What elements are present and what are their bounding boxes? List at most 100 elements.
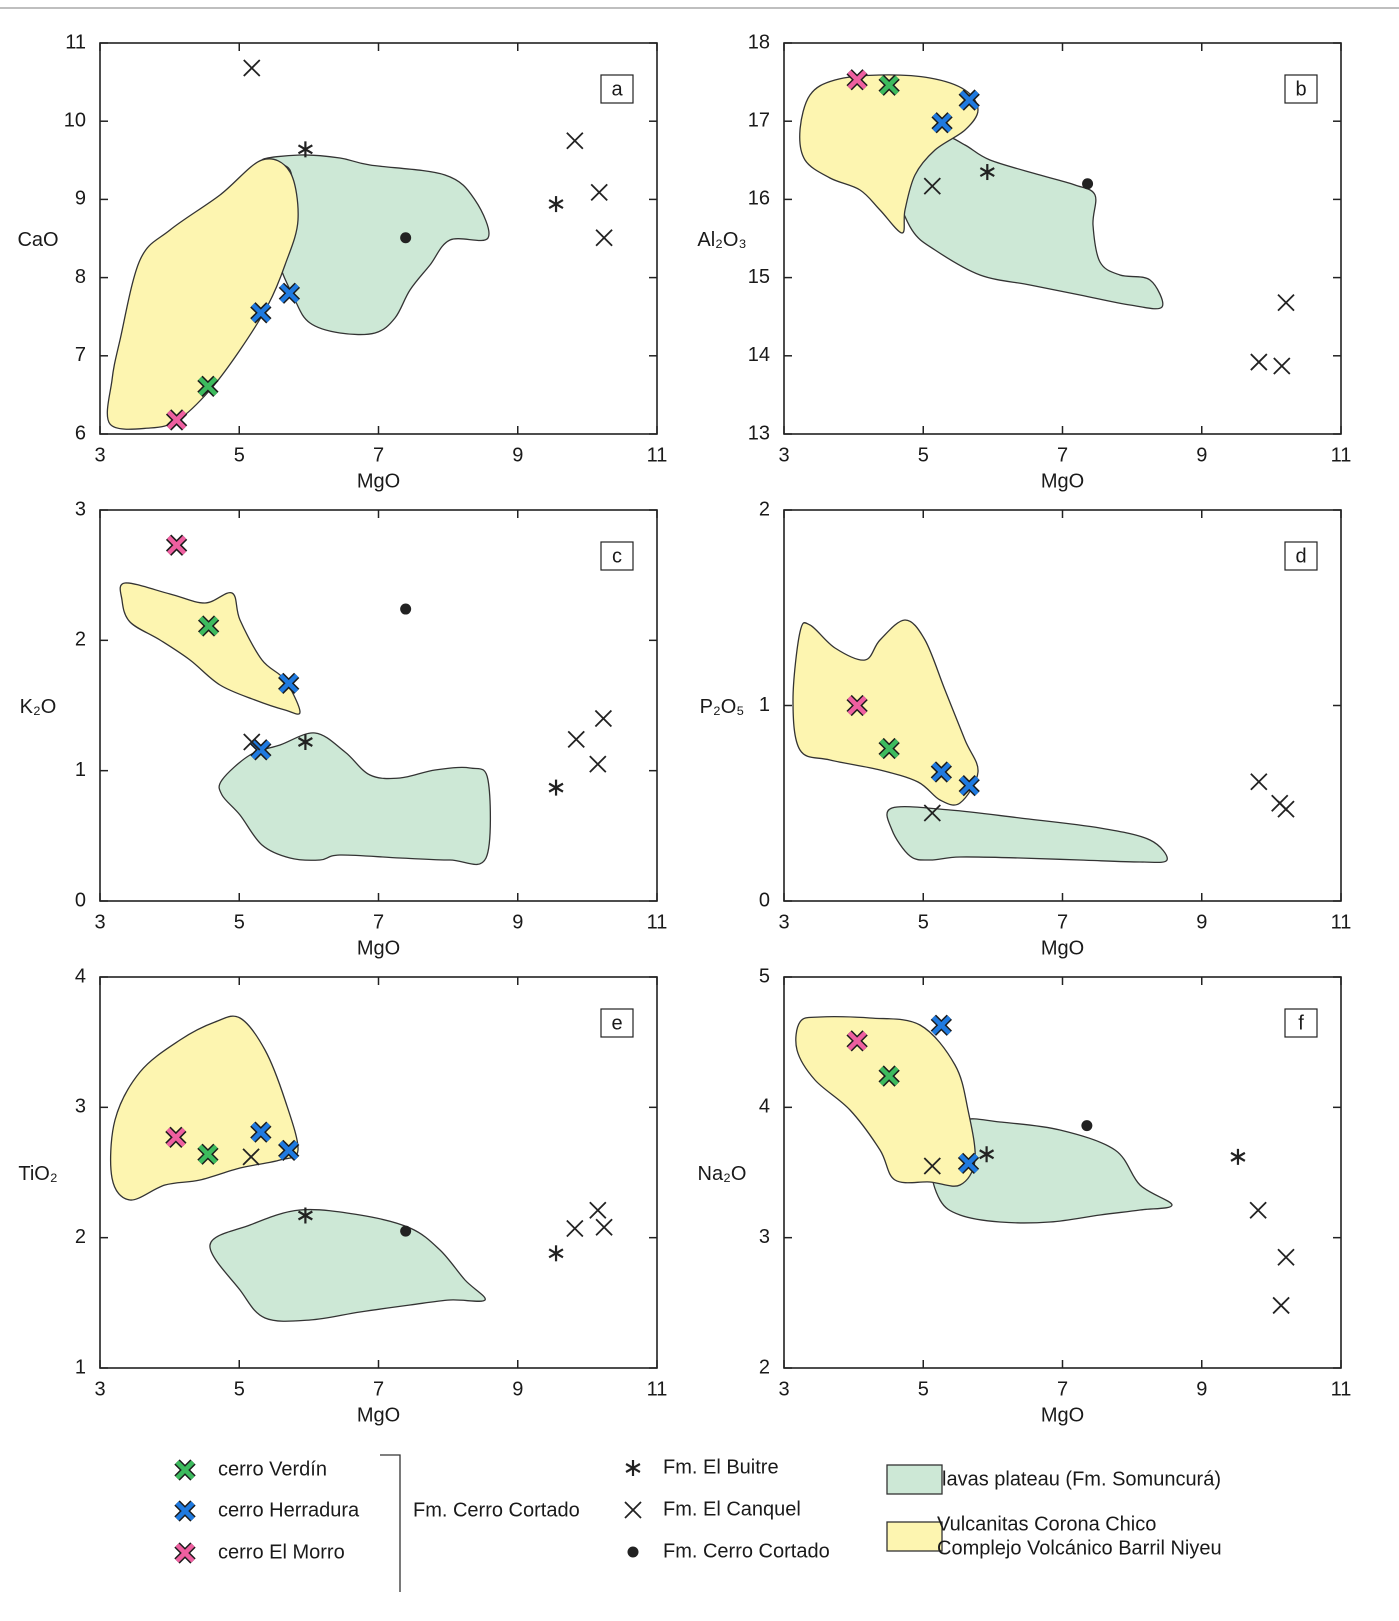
field-area: [886, 806, 1168, 864]
marker-stroke: [1249, 1201, 1267, 1219]
marker-stroke: [251, 1122, 271, 1142]
y-tick-label: 4: [75, 965, 86, 987]
y-tick-label: 0: [759, 889, 770, 911]
panel-label: b: [1295, 78, 1306, 100]
marker-stroke: [1272, 1296, 1290, 1315]
data-point: [979, 1146, 995, 1163]
x-tick-label: 11: [1331, 911, 1352, 933]
marker-stroke: [879, 1066, 899, 1086]
legend-label: Fm. Cerro Cortado: [663, 1540, 830, 1562]
marker-stroke: [959, 776, 979, 796]
plot-frame: [99, 509, 658, 902]
marker-stroke: [1277, 800, 1295, 818]
y-tick-label: 11: [65, 31, 86, 53]
y-tick-label: 2: [75, 629, 86, 651]
data-point: [1250, 773, 1268, 791]
x-axis-label: MgO: [1041, 1404, 1084, 1426]
data-point: [400, 603, 412, 615]
y-tick-label: 5: [759, 965, 770, 987]
data-point: [958, 89, 980, 111]
data-point: [278, 1139, 300, 1161]
field-area: [792, 619, 979, 806]
marker-dot: [1081, 1120, 1093, 1132]
x-tick-label: 7: [373, 911, 384, 933]
x-tick-label: 9: [1196, 911, 1207, 933]
data-point: [931, 112, 953, 134]
data-point: [165, 1126, 187, 1148]
field-area: [795, 1016, 976, 1187]
data-point: [197, 615, 220, 637]
panel-label-box: [1284, 1008, 1318, 1038]
y-axis-label: P₂O₅: [700, 696, 745, 718]
y-tick-label: 9: [75, 188, 86, 210]
data-point: [197, 375, 219, 397]
field-area: [106, 158, 299, 430]
x-tick-label: 9: [512, 911, 523, 933]
x-tick-label: 3: [94, 444, 105, 466]
data-point: [923, 177, 941, 195]
marker-stroke: [932, 113, 952, 133]
marker-stroke: [198, 1144, 218, 1164]
data-point: [250, 1121, 272, 1143]
y-tick-label: 17: [748, 109, 770, 131]
panel-label: e: [611, 1012, 622, 1034]
data-point: [243, 59, 261, 77]
y-tick-label: 14: [748, 344, 770, 366]
marker-stroke: [879, 75, 899, 95]
legend-marker: [174, 1542, 196, 1564]
y-tick-label: 16: [748, 188, 770, 210]
x-tick-label: 11: [647, 911, 668, 933]
marker-stroke: [242, 1148, 260, 1166]
marker-stroke: [931, 762, 951, 782]
marker-stroke: [567, 730, 585, 749]
marker-stroke: [589, 755, 607, 773]
y-tick-label: 4: [759, 1096, 770, 1118]
marker-stroke: [279, 673, 299, 693]
data-point: [594, 709, 613, 728]
data-point: [957, 1152, 980, 1175]
data-point: [1277, 293, 1295, 312]
plot-frame: [783, 976, 1342, 1369]
marker-stroke: [166, 1127, 186, 1147]
y-tick-label: 3: [75, 1096, 86, 1118]
data-point: [1230, 1148, 1246, 1165]
y-tick-label: 3: [759, 1226, 770, 1248]
panel-label-box: [600, 1008, 634, 1038]
panel-label-box: [600, 74, 634, 104]
plot-frame: [99, 42, 658, 435]
x-tick-label: 3: [778, 911, 789, 933]
marker-stroke: [548, 1248, 564, 1259]
data-point: [165, 409, 188, 431]
x-tick-label: 3: [778, 444, 789, 466]
marker-stroke: [595, 1218, 613, 1236]
legend-label: Vulcanitas Corona Chico: [937, 1513, 1156, 1535]
x-tick-label: 5: [918, 911, 929, 933]
marker-stroke: [175, 1543, 195, 1563]
marker-stroke: [566, 1219, 584, 1238]
marker-stroke: [847, 70, 867, 90]
data-point: [930, 1014, 953, 1036]
x-tick-label: 3: [94, 1378, 105, 1400]
x-tick-label: 5: [918, 1378, 929, 1400]
legend-marker: [624, 1501, 642, 1519]
x-tick-label: 7: [1057, 1378, 1068, 1400]
legend-label: Fm. El Canquel: [663, 1498, 801, 1520]
plot-frame: [783, 42, 1342, 435]
marker-stroke: [199, 616, 219, 636]
marker-dot: [400, 232, 412, 244]
legend-group-label: Fm. Cerro Cortado: [413, 1499, 580, 1521]
data-point: [548, 196, 564, 213]
y-tick-label: 6: [75, 422, 86, 444]
data-point: [923, 804, 941, 822]
marker-stroke: [175, 1460, 195, 1480]
data-point: [297, 141, 313, 158]
data-point: [589, 1201, 607, 1219]
legend-bracket: [380, 1454, 401, 1592]
x-tick-label: 7: [373, 1378, 384, 1400]
y-tick-label: 0: [75, 889, 86, 911]
data-point: [197, 1143, 219, 1165]
y-axis-label: TiO₂: [18, 1163, 57, 1185]
legend-label: cerro Verdín: [218, 1458, 327, 1480]
marker-stroke: [198, 376, 218, 396]
x-tick-label: 5: [234, 444, 245, 466]
